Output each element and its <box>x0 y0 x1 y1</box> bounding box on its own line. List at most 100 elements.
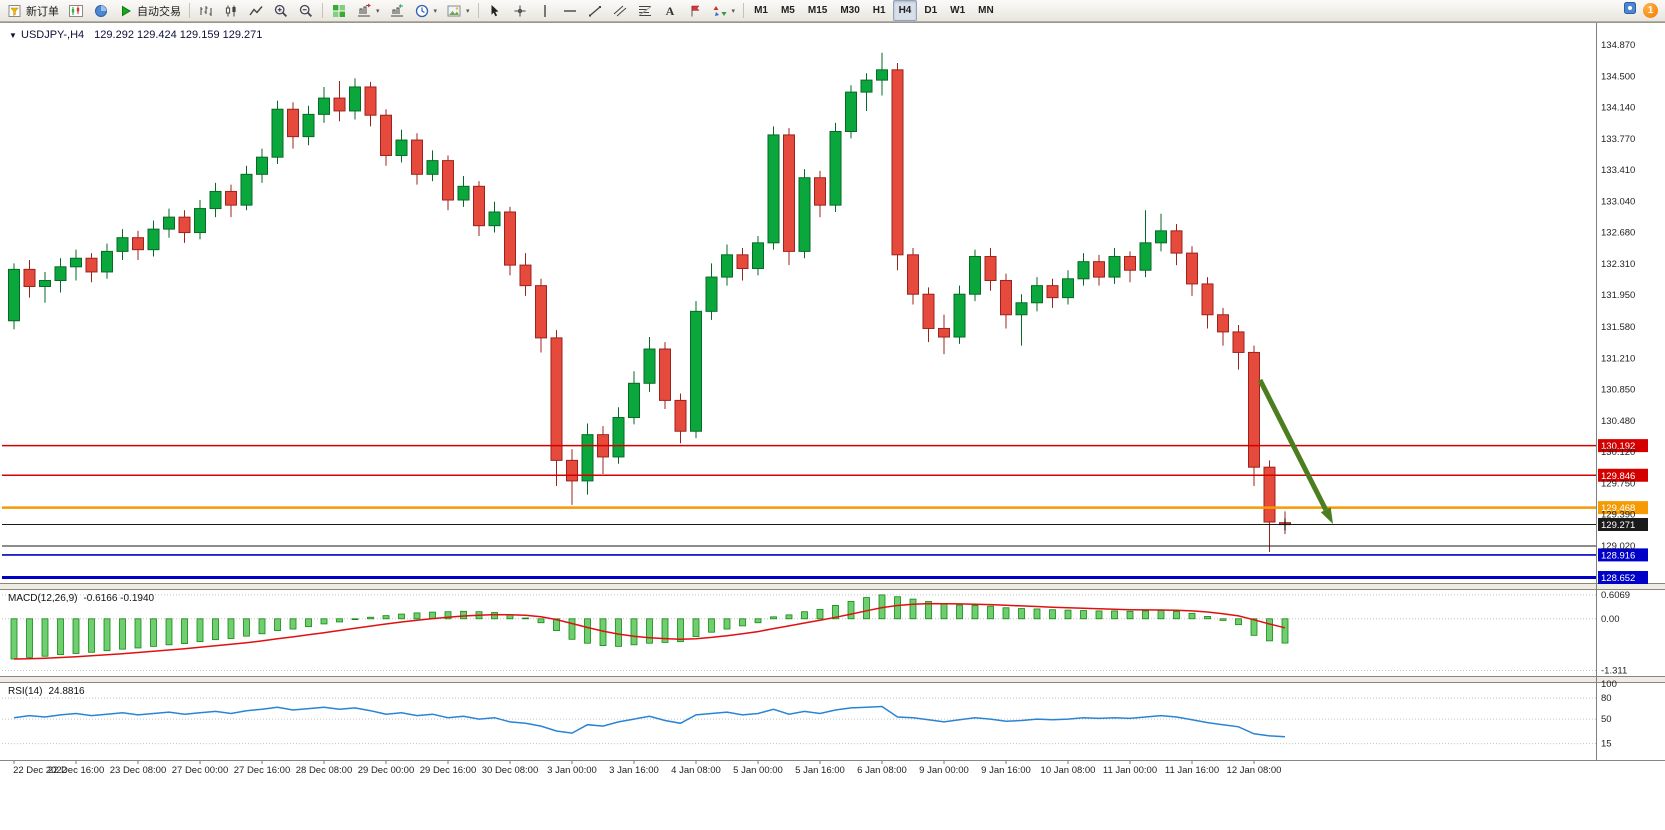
zoom-out-button[interactable] <box>294 0 318 21</box>
candle-body <box>1201 283 1214 316</box>
candle-body <box>845 91 857 132</box>
candle-body <box>54 266 67 282</box>
vertical-line-tool-button[interactable] <box>533 0 557 21</box>
candle-body <box>380 114 392 156</box>
rsi-panel-splitter[interactable] <box>0 677 1665 682</box>
candle-body <box>240 173 253 206</box>
rsi-value: 24.8816 <box>48 686 85 697</box>
macd-histogram-bar <box>212 618 219 641</box>
trendline-icon <box>587 3 603 19</box>
timeframe-w1-button[interactable]: W1 <box>950 5 966 16</box>
line-chart-mode-button[interactable] <box>244 0 268 21</box>
candle <box>1248 345 1260 487</box>
macd-histogram-bar <box>320 618 328 625</box>
candle <box>969 249 981 302</box>
y-axis-tick-label: 132.310 <box>1601 259 1635 270</box>
macd-histogram-bar <box>72 618 80 654</box>
macd-histogram-bar <box>956 604 963 620</box>
candle <box>612 407 625 464</box>
macd-histogram-bar <box>909 598 917 620</box>
candle-body <box>318 97 330 115</box>
period-clock-button[interactable]: ▾ <box>410 0 442 21</box>
tile-windows-button[interactable] <box>327 0 351 21</box>
candle <box>1000 273 1012 329</box>
auto-trading-button[interactable]: 自动交易 <box>114 0 185 21</box>
dropdown-caret-icon: ▾ <box>731 7 736 15</box>
cursor-button[interactable] <box>483 0 507 21</box>
candle <box>504 206 516 276</box>
macd-histogram-bar <box>1018 608 1025 620</box>
candle-body <box>736 254 749 270</box>
timeframe-m15-button[interactable]: M15 <box>807 5 828 16</box>
macd-histogram-bar <box>289 618 297 630</box>
macd-signal-line <box>13 602 1286 660</box>
chart-shift-button[interactable]: ▾ <box>352 0 384 21</box>
toolbar-right: 1 <box>1622 0 1662 21</box>
macd-histogram-bar <box>1064 609 1072 620</box>
new-chart-button[interactable] <box>64 0 88 21</box>
macd-histogram-bar <box>367 616 374 620</box>
candle-body <box>504 211 516 266</box>
macd-histogram-bar <box>227 618 235 639</box>
y-axis-tick-label: 129.750 <box>1601 478 1635 489</box>
text-tool-button[interactable]: A <box>658 0 682 21</box>
timeframe-d1-button[interactable]: D1 <box>924 5 938 16</box>
svg-text:128.652: 128.652 <box>1601 573 1635 584</box>
toolbar-separator <box>743 3 745 18</box>
candle <box>659 342 671 409</box>
horizontal-line-tool-button[interactable] <box>558 0 582 21</box>
candle <box>380 109 392 166</box>
price-tag: 129.468 <box>1598 501 1648 515</box>
macd-tick-label: 0.6069 <box>1601 590 1630 601</box>
macd-histogram-bar <box>615 618 622 647</box>
macd-tick-label: -1.311 <box>1601 665 1627 676</box>
timeframe-m30-button[interactable]: M30 <box>840 5 860 16</box>
price-axis[interactable]: 130.192 129.846 129.468 129.271 128.916 128.6… <box>1598 40 1648 585</box>
candle <box>1031 277 1043 312</box>
chart-dropdown-icon[interactable]: ▼ <box>9 31 17 40</box>
timeframe-mn-button[interactable]: MN <box>978 5 994 16</box>
timeframe-h4-button[interactable]: H4 <box>892 0 918 21</box>
candle-body <box>333 97 346 112</box>
arrows-tool-button[interactable]: ▾ <box>708 0 740 21</box>
text-label-tool-button[interactable] <box>683 0 707 21</box>
timeframe-m5-button[interactable]: M5 <box>780 5 795 16</box>
trend-arrow[interactable] <box>1257 378 1333 524</box>
candle <box>1077 253 1090 286</box>
auto-scroll-button[interactable] <box>385 0 409 21</box>
notifications-badge[interactable]: 1 <box>1643 3 1658 18</box>
toolbar-separator <box>477 3 479 18</box>
candle <box>1232 325 1245 370</box>
x-axis-tick-label: 4 Jan 08:00 <box>671 765 721 776</box>
svg-text:129.846: 129.846 <box>1601 471 1635 482</box>
macd-histogram-bar <box>1204 616 1211 620</box>
trendline-tool-button[interactable] <box>583 0 607 21</box>
rsi-panel: 100 80 50 15 <box>2 679 1617 750</box>
y-axis-tick-label: 132.680 <box>1601 228 1635 239</box>
bar-chart-mode-button[interactable] <box>194 0 218 21</box>
svg-text:129.271: 129.271 <box>1601 520 1635 531</box>
community-icon[interactable] <box>1622 0 1638 21</box>
macd-histogram-bar <box>894 596 901 620</box>
fibonacci-tool-button[interactable] <box>633 0 657 21</box>
price-chart[interactable]: 130.192 129.846 129.468 129.271 128.916 128.6… <box>0 22 1665 830</box>
crosshair-button[interactable] <box>508 0 532 21</box>
candle <box>473 181 485 236</box>
candle-chart-mode-button[interactable] <box>219 0 243 21</box>
zoom-in-button[interactable] <box>269 0 293 21</box>
candle-body <box>302 113 315 138</box>
equidistant-channel-tool-button[interactable] <box>608 0 632 21</box>
timeframe-h1-button[interactable]: H1 <box>872 5 886 16</box>
candle <box>1139 210 1152 278</box>
macd-histogram-bar <box>1142 610 1149 620</box>
templates-button[interactable]: ▾ <box>442 0 474 21</box>
macd-panel-splitter[interactable] <box>0 584 1665 589</box>
timeframe-m1-button[interactable]: M1 <box>754 5 768 16</box>
new-order-button[interactable]: 新订单 <box>3 0 63 21</box>
candle <box>349 78 361 120</box>
y-axis-tick-label: 131.210 <box>1601 353 1635 364</box>
macd-values: -0.6166 -0.1940 <box>83 593 154 604</box>
profiles-button[interactable] <box>89 0 113 21</box>
